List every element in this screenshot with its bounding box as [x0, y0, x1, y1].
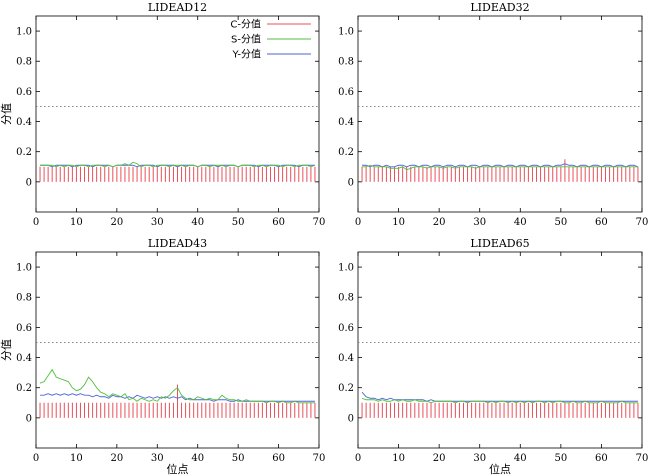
y-tick-label: 1.0	[338, 27, 354, 38]
plot-frame	[35, 251, 320, 449]
x-tick-label: 10	[70, 217, 83, 228]
x-tick-label: 40	[191, 453, 204, 464]
y-tick-label: 0.8	[16, 293, 32, 304]
y-tick-label: 0	[348, 413, 354, 424]
x-tick-label: 30	[151, 217, 164, 228]
x-tick-label: 50	[554, 453, 567, 464]
chart-panel-4: LIDEAD65 0 10 20 30 40 50 60 70 0 0.2 0.4 0.6 0.8 1.0 位…	[338, 237, 648, 475]
x-tick-label: 20	[110, 453, 123, 464]
y-tick-label: 0.6	[338, 87, 354, 98]
x-tick-label: 50	[232, 217, 245, 228]
x-tick-label: 0	[355, 453, 361, 464]
x-tick-label: 20	[433, 217, 446, 228]
y-tick-label: 0.2	[338, 383, 354, 394]
chart-panel-3: LIDEAD43 0 10 20 30 40 50 60 70 0 0.2 0.4 0.6 0.8 1.0 分…	[0, 237, 325, 475]
x-tick-label: 40	[514, 453, 527, 464]
chart-title: LIDEAD65	[470, 237, 529, 250]
legend-label: Y-分值	[231, 48, 261, 61]
x-tick-label: 40	[191, 217, 204, 228]
x-tick-label: 70	[636, 453, 649, 464]
y-tick-label: 0.4	[16, 117, 32, 128]
x-tick-label: 10	[70, 453, 83, 464]
y-score-line	[362, 163, 639, 168]
y-tick-label: 0.8	[338, 293, 354, 304]
plot-frame	[357, 251, 643, 449]
x-tick-label: 70	[313, 217, 326, 228]
y-tick-label: 0.2	[16, 147, 32, 158]
y-tick-label: 0	[348, 177, 354, 188]
chart-panel-2: LIDEAD32 0 10 20 30 40 50 60 70 0 0.2 0.4 0.6 0.8 1.0	[338, 1, 648, 228]
x-tick-label: 70	[636, 217, 649, 228]
x-tick-label: 0	[33, 217, 39, 228]
y-tick-label: 0.6	[16, 323, 32, 334]
y-tick-label: 0.6	[338, 323, 354, 334]
x-tick-label: 50	[554, 217, 567, 228]
x-tick-label: 0	[33, 453, 39, 464]
x-axis-label: 位点	[489, 462, 511, 475]
y-tick-label: 0.4	[338, 117, 354, 128]
x-tick-label: 30	[473, 453, 486, 464]
x-tick-label: 20	[110, 217, 123, 228]
y-tick-label: 0.2	[16, 383, 32, 394]
y-tick-label: 0.8	[16, 57, 32, 68]
legend-label: S-分值	[231, 33, 261, 46]
y-tick-label: 0	[26, 177, 32, 188]
s-score-line	[361, 397, 638, 404]
x-tick-label: 40	[514, 217, 527, 228]
y-tick-label: 0.4	[338, 353, 354, 364]
x-tick-label: 10	[392, 453, 405, 464]
y-score-line	[40, 393, 315, 402]
legend-label: C-分值	[230, 18, 261, 31]
plot-frame	[35, 15, 320, 213]
y-tick-label: 0.8	[338, 57, 354, 68]
x-tick-label: 60	[595, 217, 608, 228]
y-tick-label: 1.0	[16, 263, 32, 274]
y-tick-label: 0.6	[16, 87, 32, 98]
x-tick-label: 30	[473, 217, 486, 228]
plot-frame	[357, 15, 643, 213]
y-tick-label: 1.0	[16, 27, 32, 38]
y-tick-label: 0.2	[338, 147, 354, 158]
x-tick-label: 20	[433, 453, 446, 464]
y-score-line	[40, 164, 315, 168]
y-tick-label: 0.4	[16, 353, 32, 364]
x-tick-label: 0	[355, 217, 361, 228]
x-tick-label: 60	[272, 217, 285, 228]
y-axis-label: 分值	[0, 339, 13, 361]
x-tick-label: 50	[232, 453, 245, 464]
x-axis-label: 位点	[167, 462, 189, 475]
s-score-line	[40, 161, 316, 168]
legend: C-分值 S-分值 Y-分值	[230, 18, 311, 61]
chart-panel-1: LIDEAD12 0 10 20 30 40 50 60 70 0 0.2 0.4 0.6 0.8 1.0 分…	[0, 1, 325, 228]
s-score-line	[39, 368, 315, 404]
chart-title: LIDEAD32	[470, 1, 529, 14]
x-tick-label: 30	[151, 453, 164, 464]
y-tick-label: 1.0	[338, 263, 354, 274]
s-score-line	[362, 164, 638, 171]
y-axis-label: 分值	[0, 103, 13, 125]
chart-title: LIDEAD12	[148, 1, 207, 14]
x-tick-label: 10	[392, 217, 405, 228]
x-tick-label: 70	[313, 453, 326, 464]
y-tick-label: 0	[26, 413, 32, 424]
chart-title: LIDEAD43	[148, 237, 207, 250]
x-tick-label: 60	[595, 453, 608, 464]
x-tick-label: 60	[272, 453, 285, 464]
